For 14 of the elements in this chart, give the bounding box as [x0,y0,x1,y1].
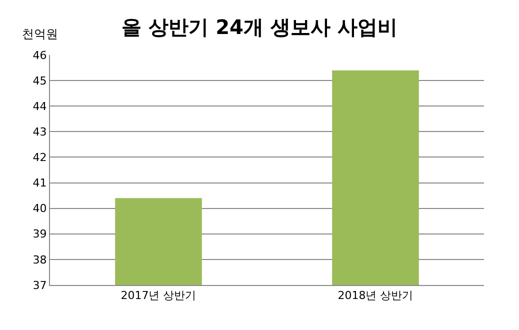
y-tick-label: 42 [32,151,47,164]
x-tick-label: 2017년 상반기 [120,289,196,302]
y-tick-label: 46 [32,48,47,62]
y-tick-label: 44 [32,100,47,113]
y-tick-label: 37 [32,278,47,292]
y-tick-label: 41 [32,176,47,190]
y-tick-label: 45 [32,74,47,88]
y-tick-label: 40 [32,202,47,216]
y-tick-label: 38 [32,253,47,266]
y-tick-label: 39 [32,228,47,241]
x-tick-label: 2018년 상반기 [338,289,414,302]
y-axis-title: 천억원 [22,27,58,41]
chart-title: 올 상반기 24개 생보사 사업비 [122,14,398,39]
y-tick-label: 43 [32,126,47,139]
